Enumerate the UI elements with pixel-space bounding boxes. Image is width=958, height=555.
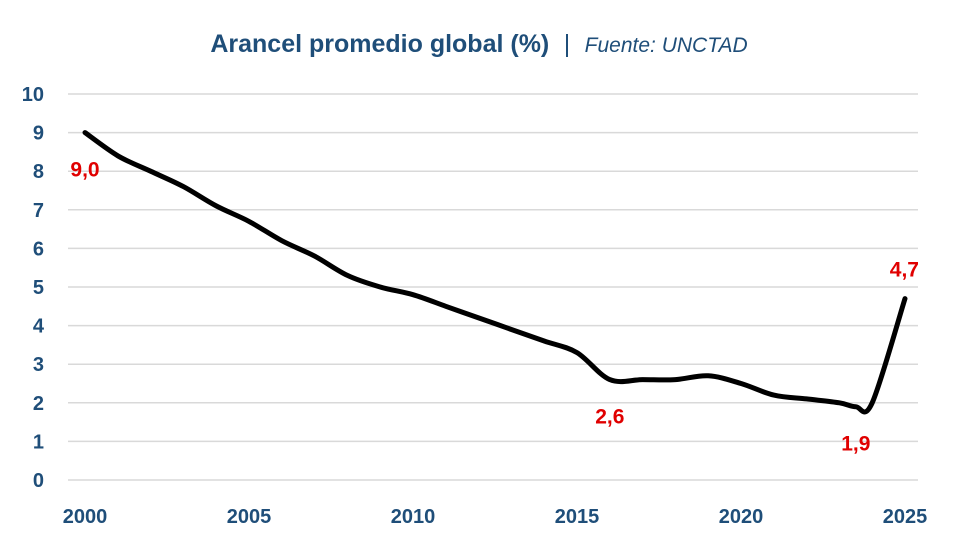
y-tick-label-3: 3: [33, 354, 44, 376]
y-tick-label-5: 5: [33, 277, 44, 299]
data-label-2: 1,9: [841, 433, 870, 456]
title-separator: |: [564, 30, 571, 58]
chart-title-text: Arancel promedio global (%): [210, 30, 549, 58]
gridlines: [68, 93, 918, 481]
x-tick-label-2025: 2025: [883, 506, 928, 528]
y-tick-label-6: 6: [33, 238, 44, 260]
y-tick-label-8: 8: [33, 161, 44, 183]
y-axis-ticks: 0 1 2 3 4 5 6 7 8 9 10: [22, 84, 45, 492]
x-tick-label-2000: 2000: [63, 506, 108, 528]
x-tick-label-2005: 2005: [227, 506, 272, 528]
chart-source: Fuente: UNCTAD: [585, 34, 748, 57]
x-tick-label-2015: 2015: [555, 506, 600, 528]
data-labels: 9,0 2,6 1,9 4,7: [70, 159, 919, 456]
x-tick-label-2010: 2010: [391, 506, 436, 528]
data-label-1: 2,6: [595, 406, 624, 429]
chart-title: Arancel promedio global (%) | Fuente: UN…: [210, 30, 747, 58]
y-tick-label-0: 0: [33, 470, 44, 492]
x-tick-label-2020: 2020: [719, 506, 764, 528]
y-tick-label-9: 9: [33, 123, 44, 145]
series-line: [82, 130, 908, 415]
y-tick-label-4: 4: [33, 316, 45, 338]
data-label-3: 4,7: [890, 259, 919, 282]
y-tick-label-10: 10: [22, 84, 44, 106]
y-tick-label-2: 2: [33, 393, 44, 415]
data-label-0: 9,0: [70, 159, 99, 182]
y-tick-label-7: 7: [33, 200, 44, 222]
y-tick-label-1: 1: [33, 431, 44, 453]
x-axis-ticks: 2000 2005 2010 2015 2020 2025: [63, 506, 928, 528]
